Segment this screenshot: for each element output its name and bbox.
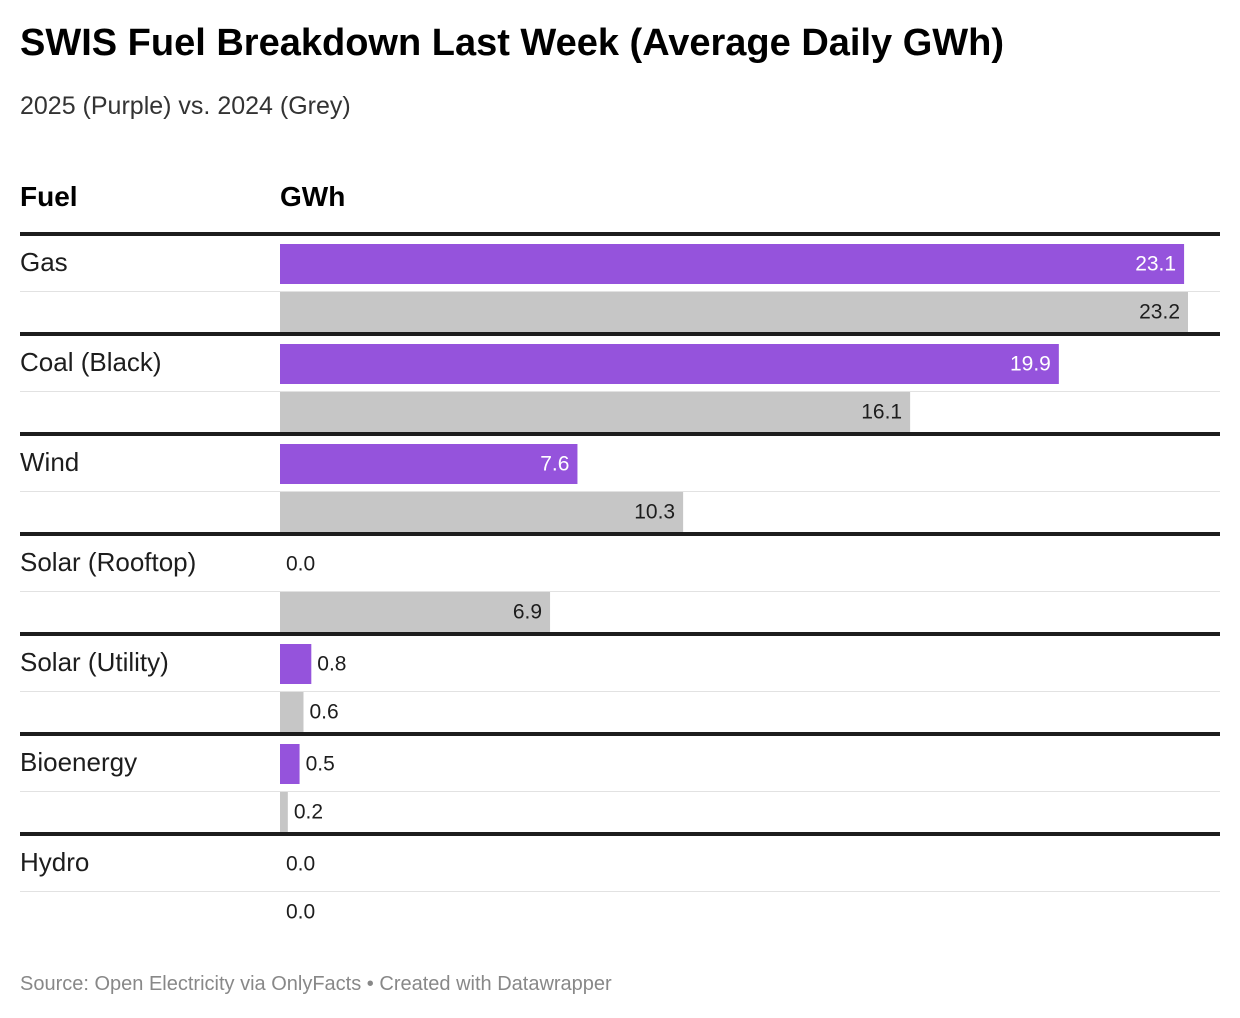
category-label: Gas [20, 247, 68, 277]
credit-note: Created with Datawrapper [379, 973, 612, 995]
value-label: 23.1 [1135, 253, 1176, 276]
value-label: 23.2 [1139, 301, 1180, 324]
bar-2024 [280, 792, 288, 832]
footer-separator: • [366, 973, 374, 995]
chart-footer: Source: Open Electricity via OnlyFacts •… [20, 973, 612, 996]
bar-2025 [280, 644, 312, 684]
category-label: Hydro [20, 847, 89, 877]
bar-2025 [280, 744, 300, 784]
bar-2024 [280, 592, 551, 632]
bar-chart: Gas 23.1 23.2 Coal (Black) 19.9 16.1 Wind 7.6 10… [20, 232, 1220, 924]
category-label: Solar (Rooftop) [20, 547, 196, 577]
bar-2025 [280, 444, 578, 484]
bar-2024 [280, 492, 684, 532]
category-label: Coal (Black) [20, 347, 162, 377]
value-label: 0.0 [286, 553, 315, 576]
column-header-gwh: GWh [280, 181, 346, 212]
chart-subtitle: 2025 (Purple) vs. 2024 (Grey) [20, 92, 351, 120]
bar-2024 [280, 392, 911, 432]
value-label: 10.3 [634, 501, 675, 524]
category-label: Bioenergy [20, 747, 137, 777]
category-label: Wind [20, 447, 79, 477]
value-label: 19.9 [1010, 353, 1051, 376]
bar-2024 [280, 692, 304, 732]
value-label: 0.8 [317, 653, 346, 676]
source-note: Source: Open Electricity via OnlyFacts [20, 973, 362, 995]
value-label: 7.6 [540, 453, 569, 476]
value-label: 0.0 [286, 853, 315, 876]
category-label: Solar (Utility) [20, 647, 169, 677]
bar-2024 [280, 292, 1188, 332]
value-label: 16.1 [861, 401, 902, 424]
value-label: 6.9 [513, 601, 542, 624]
bar-2025 [280, 244, 1185, 284]
column-header-fuel: Fuel [20, 181, 78, 212]
value-label: 0.6 [309, 701, 338, 724]
chart-title: SWIS Fuel Breakdown Last Week (Average D… [20, 22, 1005, 64]
bar-2025 [280, 344, 1059, 384]
value-label: 0.5 [306, 753, 335, 776]
value-label: 0.2 [294, 801, 323, 824]
value-label: 0.0 [286, 901, 315, 924]
